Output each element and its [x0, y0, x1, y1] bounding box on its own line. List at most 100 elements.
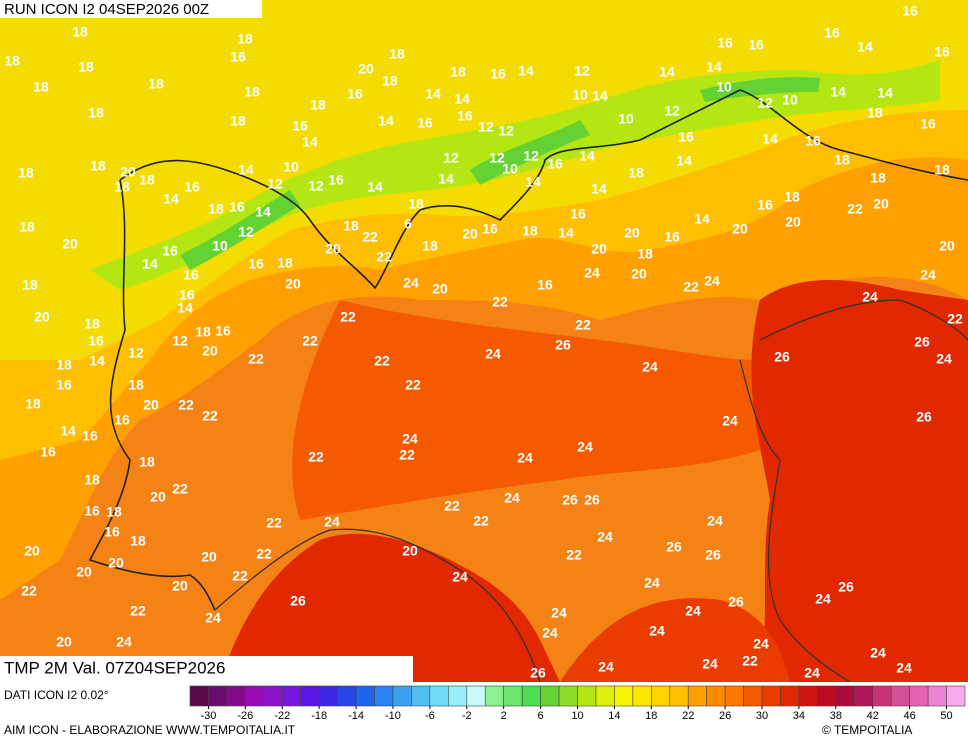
temperature-label: 20	[150, 489, 166, 505]
colorbar-swatch	[724, 685, 744, 707]
temperature-label: 24	[116, 634, 132, 650]
colorbar-swatch	[318, 685, 338, 707]
colorbar-swatch	[706, 685, 726, 707]
temperature-label: 22	[130, 603, 146, 619]
temperature-label: 16	[748, 37, 764, 53]
temperature-label: 24	[649, 623, 665, 639]
colorbar-swatch	[595, 685, 615, 707]
temperature-label: 18	[389, 46, 405, 62]
temperature-label: 16	[457, 108, 473, 124]
temperature-label: 16	[678, 129, 694, 145]
temperature-label: 12	[489, 150, 505, 166]
temperature-label: 14	[579, 148, 595, 164]
colorbar-swatch	[651, 685, 671, 707]
temperature-label: 10	[212, 238, 228, 254]
temperature-label: 14	[762, 131, 778, 147]
temperature-label: 18	[114, 179, 130, 195]
temperature-label: 22	[308, 449, 324, 465]
temperature-label: 16	[215, 323, 231, 339]
temperature-label: 14	[238, 162, 254, 178]
colorbar-tick-label: -22	[274, 710, 290, 722]
temperature-label: 20	[143, 397, 159, 413]
temperature-label: 14	[438, 171, 454, 187]
temperature-label: 16	[162, 243, 178, 259]
temperature-label: 18	[128, 377, 144, 393]
temperature-label: 22	[683, 279, 699, 295]
border-line	[119, 89, 968, 290]
temperature-label: 24	[551, 605, 567, 621]
colorbar-swatch	[392, 685, 412, 707]
colorbar-swatch	[374, 685, 394, 707]
colorbar-swatch	[798, 685, 818, 707]
temperature-label: 18	[382, 73, 398, 89]
temperature-label: 18	[139, 454, 155, 470]
temperature-label: 16	[537, 277, 553, 293]
temperature-label: 16	[114, 412, 130, 428]
colorbar-tick-label: 38	[830, 710, 842, 722]
temperature-label: 24	[324, 514, 340, 530]
temperature-label: 22	[172, 481, 188, 497]
temperature-label: 14	[706, 59, 722, 75]
colorbar-tick-label: 22	[682, 710, 694, 722]
temperature-label: 14	[592, 88, 608, 104]
temperature-label: 18	[72, 24, 88, 40]
colorbar-tick-label: 30	[756, 710, 768, 722]
temperature-label: 18	[148, 76, 164, 92]
temperature-label: 22	[374, 353, 390, 369]
temperature-label: 26	[838, 579, 854, 595]
temperature-label: 10	[502, 161, 518, 177]
temperature-label: 16	[179, 287, 195, 303]
temperature-label: 16	[82, 428, 98, 444]
colorbar-tick-label: 46	[904, 710, 916, 722]
temperature-label: 16	[183, 267, 199, 283]
temperature-label: 22	[492, 294, 508, 310]
temperature-label: 20	[34, 309, 50, 325]
temperature-label: 18	[230, 113, 246, 129]
temperature-label: 6	[404, 216, 412, 232]
temperature-label: 16	[248, 256, 264, 272]
temperature-label: 20	[591, 241, 607, 257]
temperature-label: 26	[728, 594, 744, 610]
temperature-label: 18	[90, 158, 106, 174]
colorbar-tick-label: -10	[385, 710, 401, 722]
map-background	[0, 0, 968, 683]
temperature-label: 12	[128, 345, 144, 361]
temperature-label: 14	[518, 63, 534, 79]
temperature-label: 26	[562, 492, 578, 508]
temperature-label: 24	[403, 275, 419, 291]
temperature-label: 16	[482, 221, 498, 237]
temperature-label: 20	[120, 164, 136, 180]
temperature-label: 18	[408, 196, 424, 212]
temperature-label: 22	[376, 249, 392, 265]
temperature-label: 16	[902, 3, 918, 19]
temperature-label: 12	[172, 333, 188, 349]
temperature-label: 16	[184, 179, 200, 195]
colorbar-swatch	[355, 685, 375, 707]
colorbar-swatch	[448, 685, 468, 707]
temperature-label: 20	[62, 236, 78, 252]
temperature-label: 16	[934, 44, 950, 60]
colorbar-tick-label: -6	[425, 710, 435, 722]
temperature-label: 18	[834, 152, 850, 168]
temperature-label: 14	[425, 86, 441, 102]
temperature-label: 14	[302, 134, 318, 150]
temperature-label: 18	[130, 533, 146, 549]
temperature-label: 18	[422, 238, 438, 254]
colorbar-swatch	[872, 685, 892, 707]
temperature-label: 18	[208, 201, 224, 217]
temperature-label: 24	[862, 289, 878, 305]
colorbar-swatch	[208, 685, 228, 707]
temperature-label: 20	[24, 543, 40, 559]
colorbar-tick-label: 42	[867, 710, 879, 722]
temperature-label: 16	[664, 229, 680, 245]
temperature-label: 18	[78, 59, 94, 75]
temperature-label: 18	[106, 504, 122, 520]
temperature-label: 24	[870, 645, 886, 661]
temperature-label: 16	[805, 133, 821, 149]
temperature-label: 20	[202, 343, 218, 359]
alpine-ridge	[90, 60, 940, 290]
temperature-label: 24	[642, 359, 658, 375]
temperature-label: 24	[597, 529, 613, 545]
